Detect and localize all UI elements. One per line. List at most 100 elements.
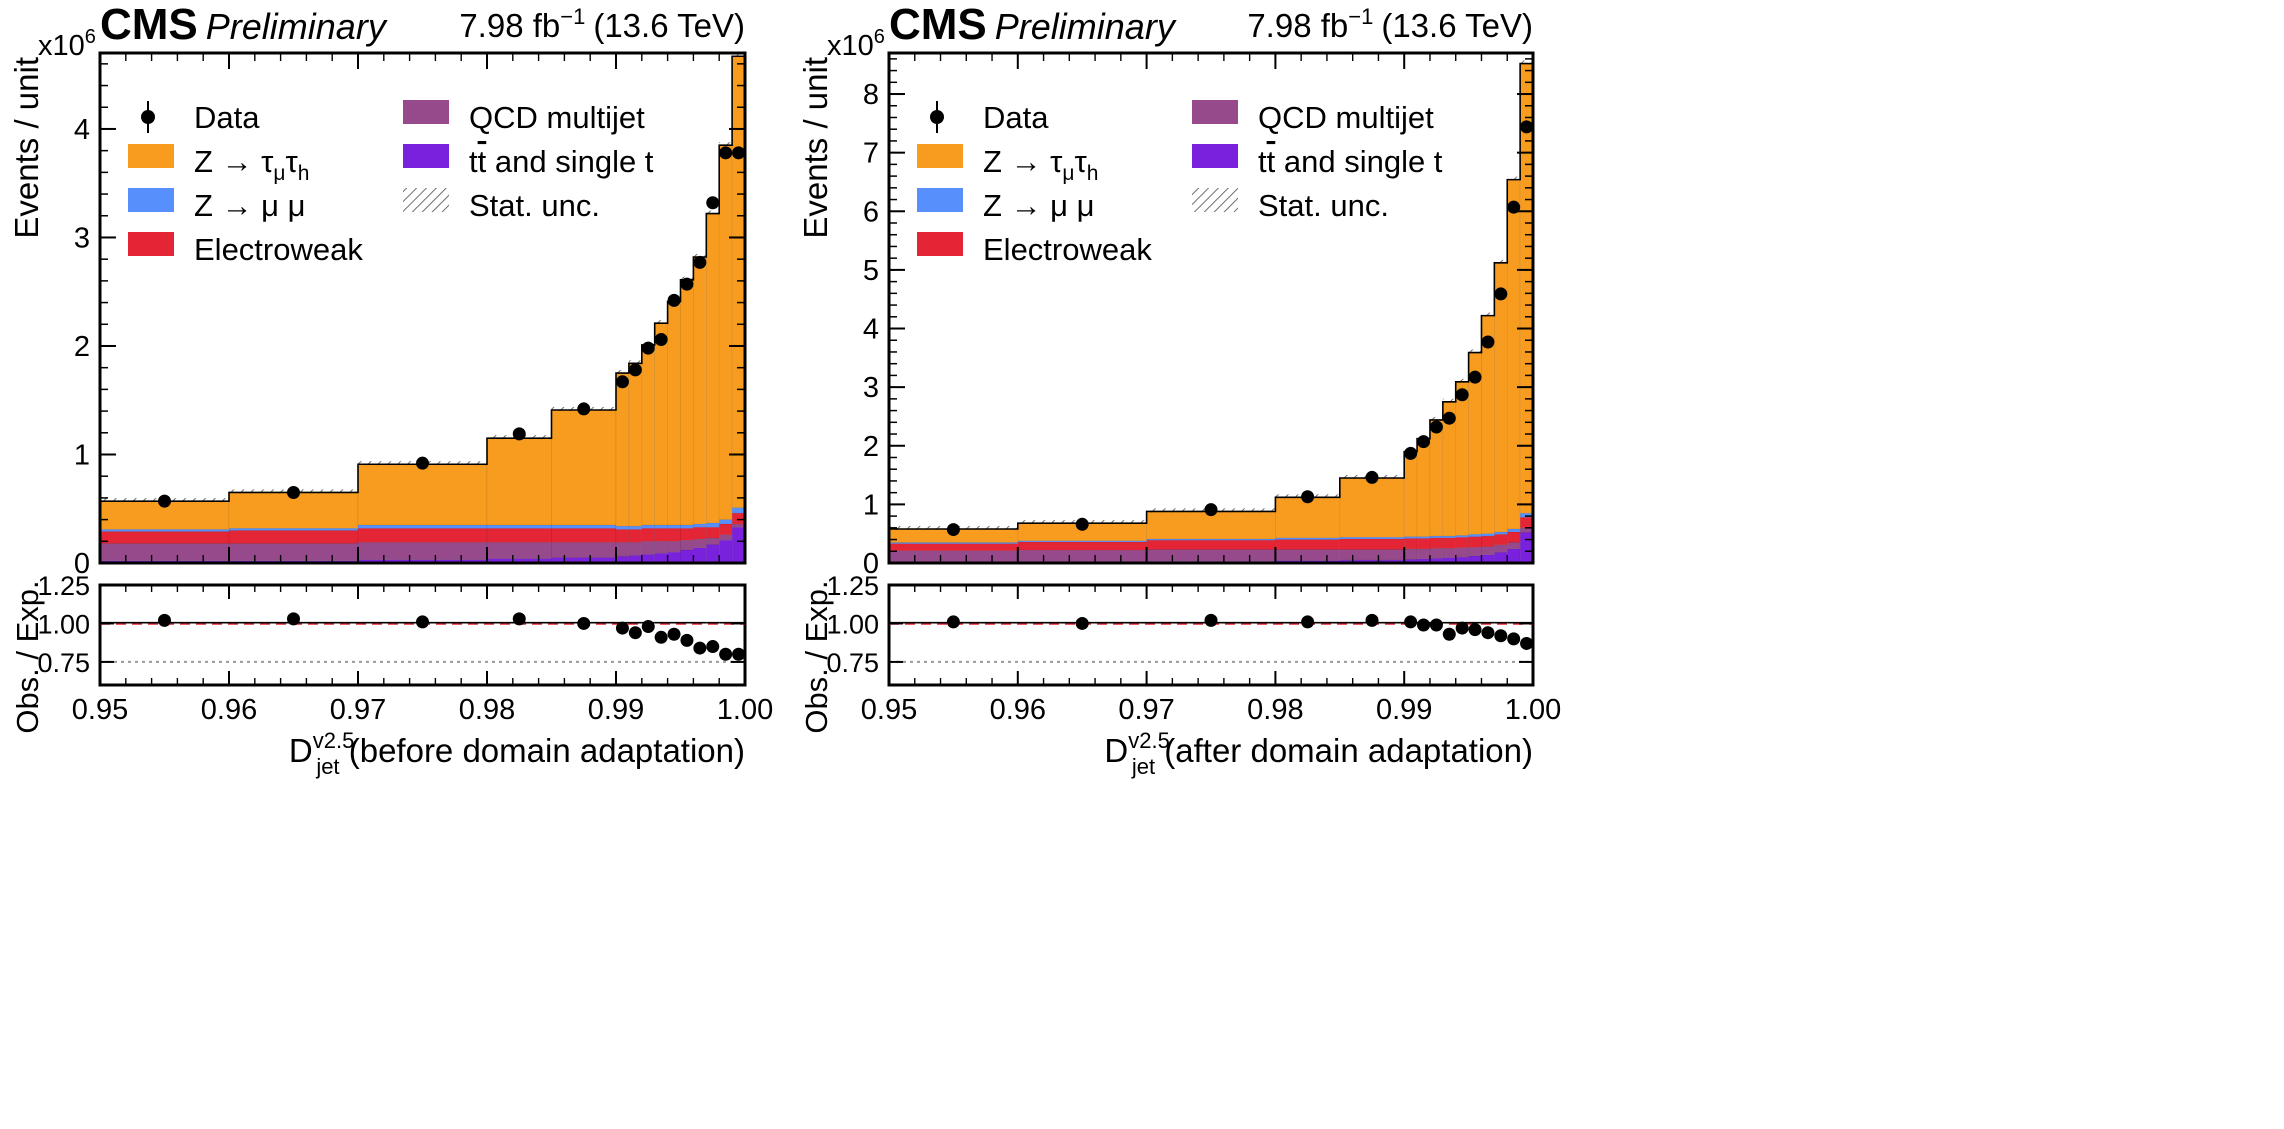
bar-zmumu — [628, 525, 643, 530]
legend-ztautau-swatch — [917, 144, 963, 168]
bar-qcd — [1017, 549, 1147, 563]
status-label: Preliminary — [995, 6, 1177, 47]
bar-electroweak — [1468, 536, 1482, 548]
stat-unc-band — [1429, 416, 1443, 421]
bar-ttbar — [680, 549, 694, 563]
bar-qcd — [705, 537, 720, 545]
experiment-name: CMS — [889, 0, 987, 49]
bar-qcd — [889, 550, 1019, 563]
multiplier-base: x10 — [827, 30, 874, 62]
data-point — [1075, 517, 1089, 531]
bar-qcd — [641, 540, 655, 555]
ratio-point — [667, 627, 681, 641]
ratio-point — [1481, 626, 1495, 640]
experiment-name: CMS — [100, 0, 198, 49]
ratio-point — [732, 647, 745, 661]
x-tick-label: 1.00 — [1505, 694, 1561, 726]
legend-qcd-label: QCD multijet — [469, 100, 645, 135]
energy-label: (13.6 TeV) — [1381, 7, 1533, 44]
bar-electroweak — [551, 527, 617, 543]
bar-ztautau — [1403, 451, 1418, 537]
y-axis-label: Events / unit — [797, 57, 834, 239]
bar-electroweak — [100, 531, 230, 544]
legend-zmumu-label: Z → μ μ — [983, 188, 1095, 223]
bar-qcd — [1442, 548, 1457, 559]
ratio-frame — [98, 583, 747, 687]
ratio-y-tick-label: 1.00 — [37, 609, 90, 639]
bar-ttbar — [1494, 552, 1508, 563]
ztautau-prefix: Z → τ — [983, 144, 1062, 179]
total-outline — [889, 62, 1533, 530]
bar-electroweak — [1481, 535, 1495, 547]
data-points — [158, 146, 745, 508]
bar-qcd — [628, 542, 643, 556]
bar-zmumu — [680, 524, 694, 529]
ratio-y-tick-label: 0.75 — [826, 648, 879, 678]
ratio-point — [512, 612, 526, 626]
data-point — [158, 494, 171, 508]
legend-electroweak-swatch — [917, 232, 963, 256]
y-axis-label: Events / unit — [8, 57, 45, 239]
legend-data-label: Data — [983, 100, 1049, 135]
bar-zmumu — [718, 519, 733, 525]
ratio-point — [1442, 627, 1456, 641]
ratio-point — [1301, 615, 1315, 629]
lumi-label: 7.98 fb−1 (13.6 TeV) — [459, 4, 745, 44]
bar-zmumu — [1468, 533, 1482, 537]
bar-qcd — [731, 523, 745, 528]
bar-qcd — [680, 539, 694, 551]
data-point — [667, 293, 681, 307]
x-label-subscript: jet — [315, 754, 339, 779]
bar-electroweak — [628, 529, 643, 543]
stat-unc-band — [1442, 398, 1456, 403]
bar-ztautau — [1275, 497, 1341, 539]
x-tick-label: 0.99 — [588, 694, 644, 726]
legend-ztautau-label: Z → τμτh — [194, 144, 309, 185]
legend-ttbar-swatch — [1192, 144, 1238, 168]
ztautau-prefix: Z → τ — [194, 144, 273, 179]
data-point — [1365, 470, 1379, 484]
bar-ttbar — [718, 539, 733, 563]
legend-electroweak-swatch — [128, 232, 174, 256]
legend-data-marker — [141, 110, 155, 124]
ratio-point — [577, 616, 591, 630]
data-point — [1507, 200, 1521, 214]
data-point — [1417, 435, 1431, 449]
bar-qcd — [1339, 549, 1405, 561]
ratio-group — [100, 612, 745, 663]
x-label-subscript: jet — [1131, 754, 1155, 779]
ratio-y-tick-label: 1.25 — [826, 571, 879, 601]
ttbar-suffix: and single t — [486, 144, 654, 179]
bar-qcd — [1494, 544, 1508, 553]
bar-qcd — [100, 543, 230, 562]
bar-electroweak — [705, 526, 720, 539]
ztautau-sub-mu: μ — [1062, 162, 1074, 185]
ratio-point — [680, 633, 694, 647]
ratio-point — [628, 626, 642, 640]
bar-zmumu — [1494, 531, 1508, 535]
bar-qcd — [718, 534, 733, 541]
y-tick-label: 4 — [74, 114, 90, 146]
data-point — [1455, 388, 1469, 402]
y-tick-label: 0 — [863, 548, 879, 580]
bar-zmumu — [228, 527, 359, 531]
multiplier-base: x10 — [38, 30, 85, 62]
data-point — [946, 523, 960, 537]
ratio-point — [416, 615, 429, 629]
data-point — [615, 375, 629, 389]
bar-ztautau — [731, 55, 745, 508]
bar-electroweak — [1506, 531, 1521, 543]
ratio-point — [706, 640, 720, 654]
bar-ztautau — [680, 279, 694, 526]
ratio-point — [654, 630, 668, 644]
lumi-exponent: −1 — [1348, 4, 1373, 29]
bar-ztautau — [357, 463, 488, 526]
data-point — [287, 485, 300, 499]
bar-electroweak — [615, 529, 630, 543]
bar-ttbar — [693, 547, 707, 563]
legend-zmumu-swatch — [917, 188, 963, 212]
y-tick-label: 3 — [863, 372, 879, 404]
y-tick-label: 0 — [74, 548, 90, 580]
x-label-symbol: D — [289, 732, 313, 769]
